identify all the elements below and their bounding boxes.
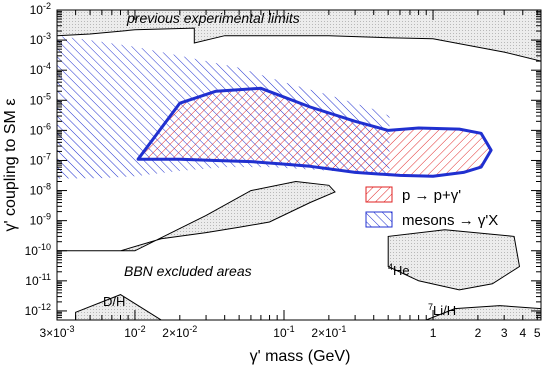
y-tick-label-exp: -4 <box>43 61 51 71</box>
x-axis-title: γ' mass (GeV) <box>250 348 351 365</box>
excluded-region-4he <box>387 229 521 291</box>
y-tick-label: 10-8 <box>30 182 51 198</box>
y-tick-label: 10-6 <box>30 121 51 137</box>
x-tick-label: 10-1 <box>273 324 294 340</box>
y-tick-label-base: 10 <box>25 304 39 318</box>
x-tick-label-base: 1 <box>430 326 437 340</box>
y-tick-label-base: 10 <box>30 184 44 198</box>
y-tick-label-base: 10 <box>30 123 44 137</box>
y-tick-label-base: 10 <box>30 63 44 77</box>
y-axis-title: γ' coupling to SM ε <box>2 99 19 232</box>
excluded-region-bbn-lower-band <box>57 180 336 252</box>
y-tick-label-exp: -10 <box>38 242 51 252</box>
excluded-region-7li-h <box>426 305 541 320</box>
y-tick-label-base: 10 <box>30 214 44 228</box>
y-tick-label-base: 10 <box>30 93 44 107</box>
y-tick-label: 10-9 <box>30 212 51 228</box>
x-tick-label: 2×10-1 <box>311 324 346 340</box>
annotation-previous-limits: previous experimental limits <box>126 10 300 26</box>
x-tick-label-base: 2×10 <box>162 326 189 340</box>
excluded-region-previous-experimental-limits <box>57 10 541 62</box>
x-tick-label-base: 4 <box>519 326 526 340</box>
x-tick-label-exp: -1 <box>287 324 295 334</box>
combined-boundary <box>136 86 493 178</box>
x-tick-label: 4 <box>519 326 526 340</box>
annotation-he4-label: He <box>393 263 410 278</box>
x-tick-label-exp: -2 <box>189 324 197 334</box>
y-tick-label: 10-2 <box>30 1 51 17</box>
legend-label-mesons: mesons → γ'X <box>402 212 498 229</box>
y-tick-label: 10-5 <box>30 91 51 107</box>
x-tick-label-base: 3 <box>501 326 508 340</box>
y-tick-label-base: 10 <box>25 274 39 288</box>
y-tick-label: 10-4 <box>30 61 51 77</box>
x-tick-label-exp: -1 <box>338 324 346 334</box>
x-tick-label: 2 <box>475 326 482 340</box>
x-tick-label: 1 <box>430 326 437 340</box>
annotation-bbn: BBN excluded areas <box>124 263 252 279</box>
annotation-dh: D/H <box>103 294 125 309</box>
y-tick-label-base: 10 <box>30 33 44 47</box>
y-tick-label-exp: -5 <box>43 91 51 101</box>
x-tick-label: 10-2 <box>124 324 145 340</box>
legend-swatch-proton <box>365 186 393 203</box>
x-tick-label: 2×10-2 <box>162 324 197 340</box>
y-tick-label: 10-3 <box>30 31 51 47</box>
y-tick-label: 10-10 <box>25 242 51 258</box>
x-tick-label-base: 5 <box>534 326 541 340</box>
y-tick-label-base: 10 <box>30 153 44 167</box>
annotation-li-superscript: 7 <box>428 302 433 312</box>
y-tick-label-exp: -8 <box>43 182 51 192</box>
legend-swatch-mesons <box>365 211 393 228</box>
y-tick-label-base: 10 <box>25 244 39 258</box>
y-tick-label-base: 10 <box>30 3 44 17</box>
y-tick-label: 10-11 <box>25 272 51 288</box>
y-tick-label-exp: -7 <box>43 151 51 161</box>
tick-labels: 3×10-3 10-2 2×10-2 10-1 2×10-1 1 2 3 4 510-210-31… <box>25 1 541 340</box>
y-tick-label-exp: -6 <box>43 121 51 131</box>
y-tick-label-exp: -11 <box>39 272 51 282</box>
y-tick-label-exp: -3 <box>43 31 51 41</box>
annotation-li-label: Li/H <box>433 303 456 318</box>
x-tick-label: 3×10-3 <box>39 324 74 340</box>
y-tick-label: 10-12 <box>25 302 51 318</box>
annotation-li: 7Li/H <box>428 302 456 318</box>
annotation-he4-superscript: 4 <box>388 262 393 272</box>
x-tick-label-base: 3×10 <box>39 326 66 340</box>
y-tick-label-exp: -2 <box>43 1 51 11</box>
y-tick-label: 10-7 <box>30 151 51 167</box>
x-tick-label-exp: -2 <box>138 324 146 334</box>
x-tick-label-base: 10 <box>124 326 138 340</box>
annotation-he4: 4He <box>388 262 410 278</box>
x-tick-label-base: 2×10 <box>311 326 338 340</box>
y-tick-label-exp: -9 <box>43 212 51 222</box>
x-tick-label-base: 10 <box>273 326 287 340</box>
x-tick-label: 3 <box>501 326 508 340</box>
signal-regions <box>57 35 493 179</box>
x-tick-label-exp: -3 <box>67 324 75 334</box>
y-tick-label-exp: -12 <box>38 302 51 312</box>
legend: p → p+γ' mesons → γ'X <box>365 186 498 229</box>
x-tick-label: 5 <box>534 326 541 340</box>
legend-label-proton: p → p+γ' <box>402 187 461 204</box>
axis-ticks <box>56 9 541 321</box>
x-tick-label-base: 2 <box>475 326 482 340</box>
